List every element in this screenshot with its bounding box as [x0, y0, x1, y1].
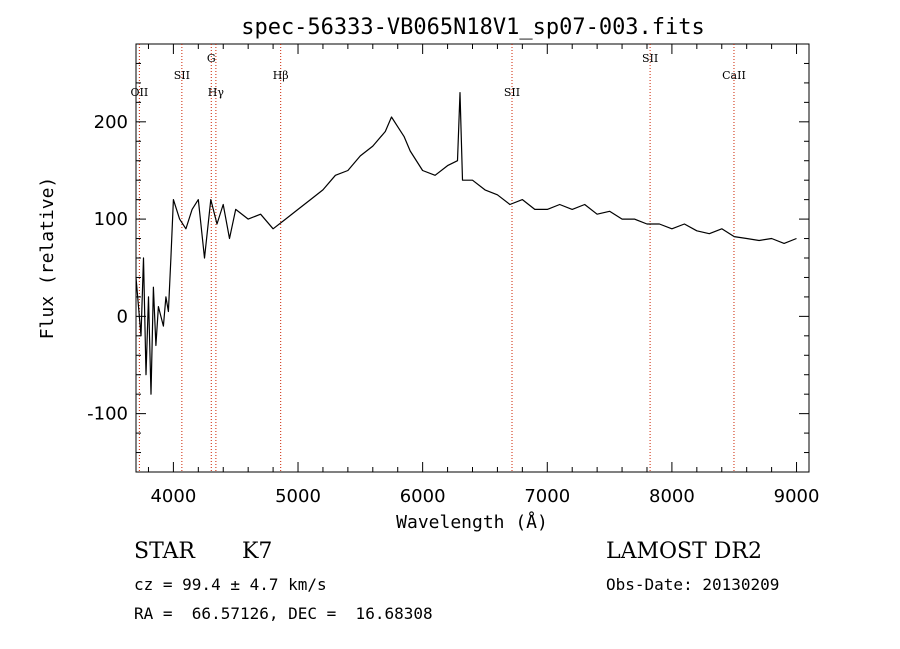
line-marker-label: Hβ	[273, 69, 289, 82]
line-marker-label: SII	[504, 86, 520, 99]
redshift-cz: cz = 99.4 ± 4.7 km/s	[134, 575, 327, 594]
line-marker-label: CaII	[722, 69, 746, 82]
line-marker-label: G	[207, 52, 216, 65]
spectrum-line	[135, 92, 797, 395]
line-marker-label: Hγ	[208, 86, 225, 99]
x-axis-ticks: 4000 5000 6000 7000 8000 9000	[147, 44, 820, 507]
x-tick-label: 5000	[275, 486, 321, 507]
y-axis-label: Flux (relative)	[37, 177, 58, 340]
chart-title: spec-56333-VB065N18V1_sp07-003.fits	[241, 15, 705, 40]
line-marker-label: SII	[642, 52, 658, 65]
object-subclass: K7	[242, 539, 273, 564]
line-marker-label: SII	[174, 69, 190, 82]
x-axis-label: Wavelength (Å)	[396, 511, 548, 533]
spectrum-series	[135, 92, 797, 395]
object-class: STAR	[134, 539, 195, 564]
y-tick-label: 100	[94, 209, 128, 230]
marker-labels: OII SII G Hγ Hβ SII SII CaII	[131, 52, 746, 99]
x-tick-label: 6000	[400, 486, 446, 507]
observation-date: Obs-Date: 20130209	[606, 575, 780, 594]
line-markers	[138, 44, 735, 472]
y-tick-label: 200	[94, 112, 128, 133]
ra-dec: RA = 66.57126, DEC = 16.68308	[134, 604, 433, 623]
plot-frame	[135, 43, 810, 473]
x-tick-label: 9000	[774, 486, 820, 507]
y-axis-ticks: -100 0 100 200	[87, 62, 809, 454]
y-tick-label: 0	[117, 306, 128, 327]
y-tick-label: -100	[87, 404, 128, 425]
line-marker-label: OII	[131, 86, 149, 99]
x-tick-label: 8000	[649, 486, 695, 507]
survey-name: LAMOST DR2	[606, 539, 762, 564]
x-tick-label: 7000	[524, 486, 570, 507]
x-tick-label: 4000	[150, 486, 196, 507]
